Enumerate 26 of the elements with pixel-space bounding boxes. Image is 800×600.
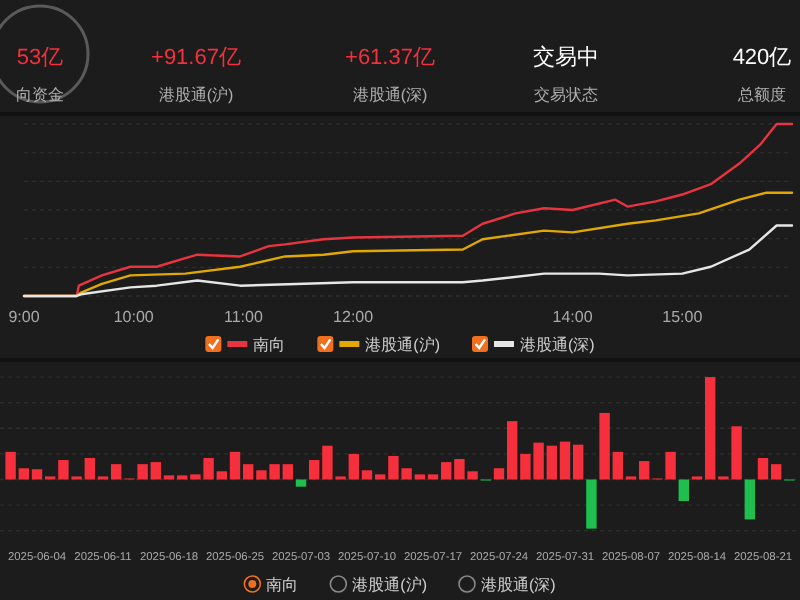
text: 港股通(深) [352, 86, 428, 104]
text: +91.67亿 [151, 46, 241, 70]
bar [295, 479, 307, 487]
bar [678, 479, 689, 501]
x-tick-label: 9:00 [8, 308, 41, 326]
x-tick-label: 10:00 [113, 308, 155, 326]
text: 交易状态 [534, 86, 598, 104]
bar [744, 479, 755, 520]
text: 向资金 [16, 86, 64, 104]
text: 交易中 [533, 44, 599, 70]
legend-label: 港股通(沪) [352, 576, 428, 594]
legend-label: 南向 [253, 336, 286, 354]
legend-label: 港股通(深) [520, 336, 596, 354]
x-tick-label: 14:00 [552, 308, 594, 326]
text: 53亿 [16, 46, 64, 70]
x-tick-label: 15:00 [662, 308, 704, 326]
legend-label: 港股通(深) [481, 576, 557, 594]
text: +61.37亿 [345, 46, 435, 70]
x-tick-label: 11:00 [223, 308, 264, 326]
bar [586, 479, 597, 529]
text: 港股通(沪) [158, 86, 234, 104]
text: 南向 [266, 576, 299, 594]
x-tick-label: 12:00 [333, 308, 375, 326]
text: 420亿 [732, 46, 792, 70]
text: 总额度 [736, 86, 786, 104]
legend-label: 港股通(沪) [365, 336, 441, 354]
